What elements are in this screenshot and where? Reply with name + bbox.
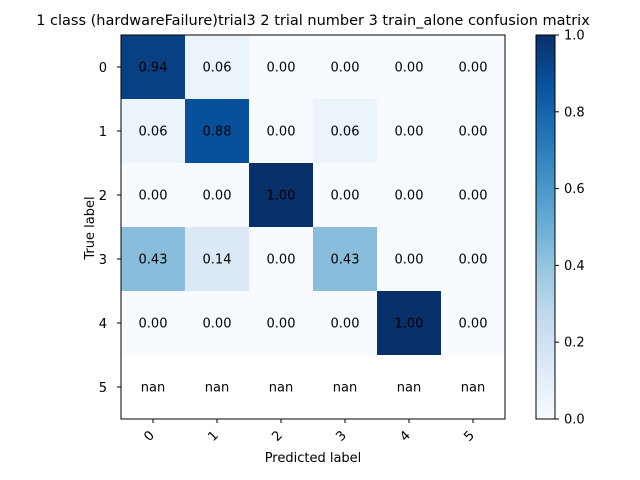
- cell-value-label: 0.06: [331, 125, 360, 140]
- cell-value-label: 0.00: [395, 61, 424, 76]
- heatmap-cell: [377, 35, 441, 99]
- x-tick-label: 2: [269, 428, 285, 444]
- colorbar-tick-label: 0.0: [564, 413, 585, 428]
- cell-value-label: 0.00: [459, 189, 488, 204]
- cell-value-label: 0.00: [267, 61, 296, 76]
- cell-value-label: 0.14: [203, 253, 232, 268]
- cell-value-label: 0.00: [459, 61, 488, 76]
- cell-value-label: 1.00: [395, 317, 424, 332]
- heatmap-cell: [121, 163, 185, 227]
- heatmap-cell: [185, 163, 249, 227]
- heatmap-cell-labels: 0.94 0.06 0.00 0.00 0.00 0.00 0.06 0.88 0.00 0.06…: [139, 61, 488, 396]
- cell-value-label: 1.00: [267, 189, 296, 204]
- colorbar-ticks: 0.0 0.2 0.4 0.6 0.8 1.0: [555, 29, 585, 428]
- cell-value-label: nan: [461, 381, 485, 396]
- heatmap-cell: [377, 227, 441, 291]
- heatmap-cell: [441, 99, 505, 163]
- heatmap-cell: [313, 291, 377, 355]
- x-tick-label: 3: [333, 428, 349, 444]
- x-tick-label: 0: [141, 428, 157, 444]
- cell-value-label: 0.00: [331, 189, 360, 204]
- cell-value-label: nan: [333, 381, 357, 396]
- cell-value-label: 0.00: [395, 125, 424, 140]
- x-tick-label: 1: [205, 428, 221, 444]
- heatmap-cell: [121, 35, 185, 99]
- heatmap-cell: [249, 99, 313, 163]
- chart-title: 1 class (hardwareFailure)trial3 2 trial …: [36, 13, 590, 29]
- heatmap-cell: [441, 291, 505, 355]
- heatmap-cell: [185, 99, 249, 163]
- cell-value-label: 0.00: [459, 125, 488, 140]
- heatmap-cell: [377, 163, 441, 227]
- colorbar-tick-label: 0.8: [564, 105, 585, 120]
- heatmap-cell: [377, 99, 441, 163]
- y-tick-label: 0: [99, 61, 107, 76]
- colorbar-tick-label: 0.4: [564, 259, 585, 274]
- heatmap-cell: [249, 35, 313, 99]
- cell-value-label: 0.00: [203, 189, 232, 204]
- y-axis-ticks: 0 1 2 3 4 5: [99, 61, 121, 396]
- cell-value-label: 0.00: [331, 317, 360, 332]
- x-axis-label: Predicted label: [265, 451, 362, 466]
- y-tick-label: 1: [99, 125, 107, 140]
- heatmap-cell: [441, 227, 505, 291]
- cell-value-label: nan: [269, 381, 293, 396]
- heatmap-cell: [121, 99, 185, 163]
- heatmap-cell: [313, 99, 377, 163]
- cell-value-label: 0.00: [203, 317, 232, 332]
- heatmap-cell: [313, 163, 377, 227]
- colorbar: [535, 34, 556, 420]
- y-tick-label: 3: [99, 253, 107, 268]
- x-tick-label: 4: [397, 428, 413, 444]
- cell-value-label: 0.00: [267, 125, 296, 140]
- y-tick-label: 4: [99, 317, 107, 332]
- colorbar-tick-label: 0.6: [564, 182, 585, 197]
- cell-value-label: 0.00: [395, 189, 424, 204]
- cell-value-label: 0.94: [139, 61, 168, 76]
- y-tick-label: 2: [99, 189, 107, 204]
- heatmap-cells: [121, 35, 505, 355]
- cell-value-label: nan: [397, 381, 421, 396]
- cell-value-label: 0.06: [203, 61, 232, 76]
- cell-value-label: 0.88: [203, 125, 232, 140]
- heatmap-cell: [121, 291, 185, 355]
- heatmap-cell: [377, 291, 441, 355]
- cell-value-label: 0.00: [267, 253, 296, 268]
- y-axis-label: True label: [83, 196, 98, 260]
- heatmap-cell: [185, 35, 249, 99]
- cell-value-label: 0.43: [331, 253, 360, 268]
- x-tick-label: 5: [461, 428, 477, 444]
- heatmap-cell: [185, 227, 249, 291]
- cell-value-label: nan: [141, 381, 165, 396]
- heatmap-cell: [313, 227, 377, 291]
- heatmap-cell: [249, 163, 313, 227]
- heatmap-cell: [441, 163, 505, 227]
- cell-value-label: 0.00: [267, 317, 296, 332]
- heatmap-cell: [313, 35, 377, 99]
- cell-value-label: 0.00: [459, 317, 488, 332]
- cell-value-label: 0.06: [139, 125, 168, 140]
- plot-frame: [120, 34, 506, 420]
- cell-value-label: 0.00: [395, 253, 424, 268]
- x-axis-ticks: 0 1 2 3 4 5: [141, 419, 478, 445]
- cell-value-label: nan: [205, 381, 229, 396]
- cell-value-label: 0.00: [331, 61, 360, 76]
- cell-value-label: 0.00: [459, 253, 488, 268]
- colorbar-tick-label: 1.0: [564, 29, 585, 44]
- heatmap-cell: [185, 291, 249, 355]
- heatmap-cell: [121, 227, 185, 291]
- cell-value-label: 0.00: [139, 189, 168, 204]
- heatmap-cell: [441, 35, 505, 99]
- heatmap-cell: [249, 227, 313, 291]
- heatmap-cell: [249, 291, 313, 355]
- cell-value-label: 0.00: [139, 317, 168, 332]
- colorbar-tick-label: 0.2: [564, 336, 585, 351]
- y-tick-label: 5: [99, 381, 107, 396]
- cell-value-label: 0.43: [139, 253, 168, 268]
